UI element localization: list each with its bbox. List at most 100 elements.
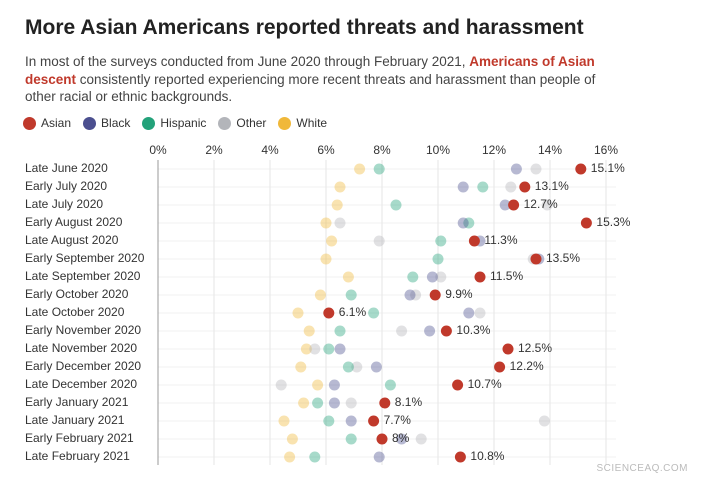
y-tick-label: Early December 2020: [25, 359, 141, 373]
dot: [334, 181, 346, 193]
dot: [435, 271, 447, 283]
dot: [404, 289, 416, 301]
dot: [499, 199, 511, 211]
dot: [435, 235, 447, 247]
x-tick-label: 6%: [317, 143, 335, 157]
legend-swatch: [278, 116, 292, 130]
dot: [300, 343, 312, 355]
dot: [331, 199, 343, 211]
dot: [510, 163, 522, 175]
dot: [342, 361, 354, 373]
y-tick-label: Early July 2020: [25, 179, 107, 193]
dot: [373, 235, 385, 247]
dot: [508, 199, 520, 211]
data-label: 15.3%: [596, 215, 630, 229]
y-tick-label: Late February 2021: [25, 449, 130, 463]
dot: [334, 217, 346, 229]
data-label: 13.1%: [535, 179, 569, 193]
legend-swatch: [83, 116, 97, 130]
dot: [429, 289, 441, 301]
dot: [384, 379, 396, 391]
dot: [323, 307, 335, 319]
dot: [323, 343, 335, 355]
dot: [424, 325, 436, 337]
data-label: 11.3%: [484, 233, 517, 247]
dot: [519, 181, 531, 193]
subtitle-highlight: Americans of Asian descent: [25, 54, 595, 87]
data-label: 8%: [392, 431, 410, 445]
y-tick-label: Early November 2020: [25, 323, 141, 337]
dot: [415, 433, 427, 445]
dot: [580, 217, 592, 229]
legend-item: Black: [83, 116, 130, 130]
dot: [334, 343, 346, 355]
data-label: 13.5%: [546, 251, 580, 265]
data-label: 15.1%: [591, 161, 625, 175]
legend-swatch: [142, 116, 156, 130]
x-tick-label: 2%: [205, 143, 223, 157]
dot: [326, 235, 338, 247]
dot: [292, 307, 304, 319]
legend-item: Other: [218, 116, 266, 130]
dot: [432, 253, 444, 265]
dot: [477, 181, 489, 193]
dot: [390, 199, 402, 211]
dot: [474, 271, 486, 283]
dot: [396, 433, 408, 445]
dot: [530, 253, 542, 265]
dot: [312, 397, 324, 409]
data-label: 12.2%: [510, 359, 544, 373]
y-tick-label: Late July 2020: [25, 197, 103, 211]
legend-label: Other: [236, 116, 267, 130]
legend-item: White: [278, 116, 327, 130]
y-tick-label: Late June 2020: [25, 161, 108, 175]
dot: [342, 271, 354, 283]
y-tick-label: Late September 2020: [25, 269, 141, 283]
y-tick-label: Early January 2021: [25, 395, 129, 409]
dot: [320, 217, 332, 229]
dot: [328, 397, 340, 409]
dot: [345, 433, 357, 445]
legend-label: Black: [101, 116, 131, 130]
y-tick-label: Early October 2020: [25, 287, 129, 301]
data-label: 10.8%: [470, 449, 504, 463]
subtitle: In most of the surveys conducted from Ju…: [25, 53, 625, 106]
dot: [345, 289, 357, 301]
dot: [468, 235, 480, 247]
dot: [410, 289, 422, 301]
x-tick-label: 0%: [149, 143, 167, 157]
dot: [334, 325, 346, 337]
x-tick-label: 16%: [594, 143, 618, 157]
dot: [457, 181, 469, 193]
legend-item: Hispanic: [142, 116, 206, 130]
dot: [426, 271, 438, 283]
y-tick-label: Early August 2020: [25, 215, 123, 229]
dot: [314, 289, 326, 301]
dot: [303, 325, 315, 337]
dot: [345, 397, 357, 409]
dot: [379, 397, 391, 409]
dot: [328, 379, 340, 391]
dot: [440, 325, 452, 337]
data-label: 6.1%: [339, 305, 367, 319]
data-label: 7.7%: [384, 413, 412, 427]
data-label: 9.9%: [445, 287, 473, 301]
dot: [494, 361, 506, 373]
legend-label: White: [296, 116, 328, 130]
dot: [284, 451, 296, 463]
x-tick-label: 12%: [482, 143, 506, 157]
dot: [320, 253, 332, 265]
dot: [452, 379, 464, 391]
data-label: 12.7%: [524, 197, 558, 211]
dot: [323, 415, 335, 427]
data-label: 11.5%: [490, 269, 523, 283]
legend-item: Asian: [23, 116, 71, 130]
dot: [298, 397, 310, 409]
dot: [368, 415, 380, 427]
dot: [373, 163, 385, 175]
dot: [373, 451, 385, 463]
x-tick-label: 8%: [373, 143, 391, 157]
dot: [505, 181, 517, 193]
dot: [457, 217, 469, 229]
